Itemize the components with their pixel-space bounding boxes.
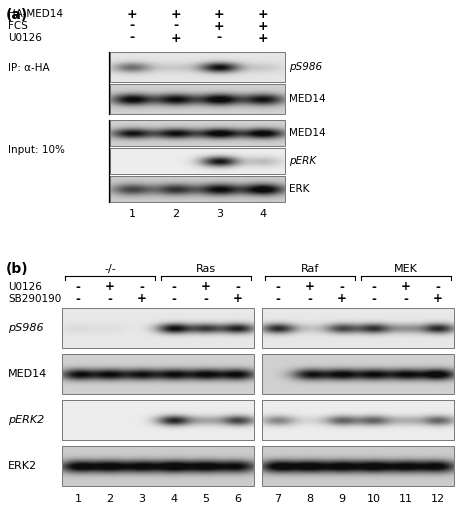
Text: +: + xyxy=(127,8,137,20)
Text: pS986: pS986 xyxy=(8,323,44,333)
Text: 12: 12 xyxy=(431,494,445,504)
Text: 2: 2 xyxy=(107,494,114,504)
Text: +: + xyxy=(433,292,443,306)
Text: +: + xyxy=(258,19,268,33)
Text: +: + xyxy=(214,19,225,33)
Text: 11: 11 xyxy=(399,494,413,504)
Text: 7: 7 xyxy=(274,494,282,504)
Text: +: + xyxy=(201,281,211,293)
Text: +: + xyxy=(337,292,347,306)
Text: -: - xyxy=(372,292,376,306)
Text: +: + xyxy=(233,292,243,306)
Text: -: - xyxy=(108,292,112,306)
Text: ERK: ERK xyxy=(289,184,310,194)
Text: 2: 2 xyxy=(172,209,179,219)
Bar xyxy=(110,176,285,202)
Text: +: + xyxy=(170,8,181,20)
Bar xyxy=(110,120,285,146)
Text: -: - xyxy=(339,281,345,293)
Text: +: + xyxy=(258,8,268,20)
Text: U0126: U0126 xyxy=(8,282,42,292)
Text: FCS: FCS xyxy=(8,21,28,31)
Text: -: - xyxy=(129,32,135,44)
Text: +: + xyxy=(137,292,147,306)
Text: -: - xyxy=(203,292,209,306)
Text: SB290190: SB290190 xyxy=(8,294,61,304)
Text: 9: 9 xyxy=(338,494,346,504)
Text: 4: 4 xyxy=(171,494,178,504)
Text: +: + xyxy=(401,281,411,293)
Bar xyxy=(262,354,454,394)
Text: +: + xyxy=(105,281,115,293)
Text: -/-: -/- xyxy=(104,264,116,274)
Text: -: - xyxy=(308,292,312,306)
Text: 6: 6 xyxy=(235,494,241,504)
Text: MED14: MED14 xyxy=(8,369,47,379)
Text: U0126: U0126 xyxy=(8,33,42,43)
Bar xyxy=(262,400,454,440)
Text: 4: 4 xyxy=(260,209,267,219)
Text: MED14: MED14 xyxy=(289,128,326,138)
Bar xyxy=(110,52,285,82)
Text: +: + xyxy=(170,32,181,44)
Text: -: - xyxy=(172,292,176,306)
Text: pS986: pS986 xyxy=(289,62,322,72)
Text: +: + xyxy=(258,32,268,44)
Text: -: - xyxy=(139,281,145,293)
Text: 5: 5 xyxy=(202,494,210,504)
Text: 1: 1 xyxy=(74,494,82,504)
Text: IP: α-HA: IP: α-HA xyxy=(8,63,50,73)
Text: (a): (a) xyxy=(6,8,28,22)
Bar xyxy=(110,148,285,174)
Text: 8: 8 xyxy=(306,494,314,504)
Text: +: + xyxy=(305,281,315,293)
Text: 10: 10 xyxy=(367,494,381,504)
Text: -: - xyxy=(75,292,81,306)
Text: -: - xyxy=(236,281,240,293)
Bar xyxy=(262,446,454,486)
Text: HA-MED14: HA-MED14 xyxy=(8,9,63,19)
Text: Input: 10%: Input: 10% xyxy=(8,145,65,155)
Text: Ras: Ras xyxy=(196,264,216,274)
Bar xyxy=(62,354,254,394)
Text: -: - xyxy=(372,281,376,293)
Text: -: - xyxy=(275,292,281,306)
Text: 3: 3 xyxy=(216,209,223,219)
Text: Raf: Raf xyxy=(301,264,319,274)
Text: -: - xyxy=(403,292,409,306)
Text: pERK2: pERK2 xyxy=(8,415,44,425)
Bar xyxy=(62,446,254,486)
Text: -: - xyxy=(129,19,135,33)
Text: ERK2: ERK2 xyxy=(8,461,37,471)
Text: -: - xyxy=(173,19,178,33)
Text: (b): (b) xyxy=(6,262,28,276)
Text: -: - xyxy=(172,281,176,293)
Bar xyxy=(262,308,454,348)
Text: -: - xyxy=(436,281,440,293)
Text: 1: 1 xyxy=(128,209,136,219)
Text: 3: 3 xyxy=(138,494,146,504)
Text: -: - xyxy=(275,281,281,293)
Bar xyxy=(62,400,254,440)
Text: -: - xyxy=(75,281,81,293)
Bar xyxy=(110,84,285,114)
Bar xyxy=(62,308,254,348)
Text: +: + xyxy=(214,8,225,20)
Text: MEK: MEK xyxy=(394,264,418,274)
Text: MED14: MED14 xyxy=(289,94,326,104)
Text: -: - xyxy=(217,32,222,44)
Text: pERK: pERK xyxy=(289,156,316,166)
